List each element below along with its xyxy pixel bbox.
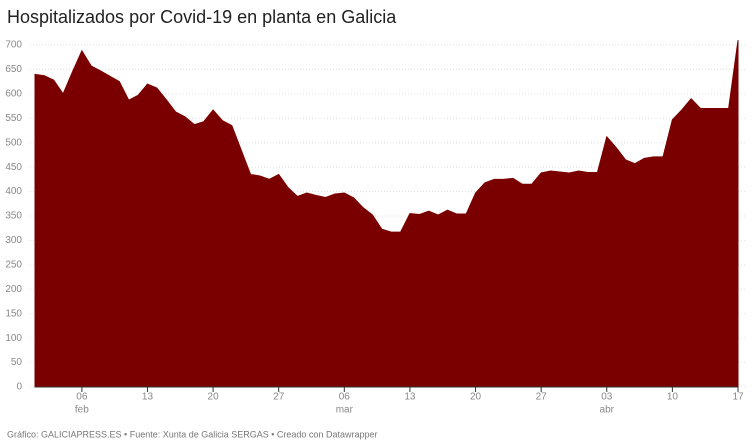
y-tick-label: 550 [5,113,22,124]
chart-title: Hospitalizados por Covid-19 en planta en… [7,7,397,27]
x-month-label: mar [336,405,354,416]
y-tick-label: 300 [5,235,22,246]
x-tick-label: 27 [536,392,548,403]
y-tick-label: 500 [5,137,22,148]
area [34,40,739,388]
y-tick-label: 650 [5,64,22,75]
y-tick-label: 600 [5,88,22,99]
x-tick-label: 06 [339,392,351,403]
y-tick-label: 50 [11,357,23,368]
footer: Gráfico: GALICIAPRESS.ES • Fuente: Xunta… [7,429,377,439]
y-tick-label: 100 [5,333,22,344]
x-month-label: feb [75,405,89,416]
y-tick-label: 250 [5,259,22,270]
x-tick-label: 13 [142,392,154,403]
x-tick-label: 06 [76,392,88,403]
y-tick-label: 200 [5,284,22,295]
y-tick-label: 450 [5,162,22,173]
x-tick-label: 20 [208,392,220,403]
x-tick-label: 13 [404,392,416,403]
y-tick-label: 400 [5,186,22,197]
y-tick-label: 350 [5,211,22,222]
x-month-label: abr [600,405,615,416]
x-tick-label: 20 [470,392,482,403]
x-tick-label: 17 [732,392,744,403]
x-tick-label: 10 [667,392,679,403]
y-tick-label: 0 [16,382,22,393]
y-tick-label: 150 [5,308,22,319]
x-tick-label: 27 [273,392,285,403]
y-tick-label: 700 [5,40,22,51]
x-tick-label: 03 [601,392,613,403]
